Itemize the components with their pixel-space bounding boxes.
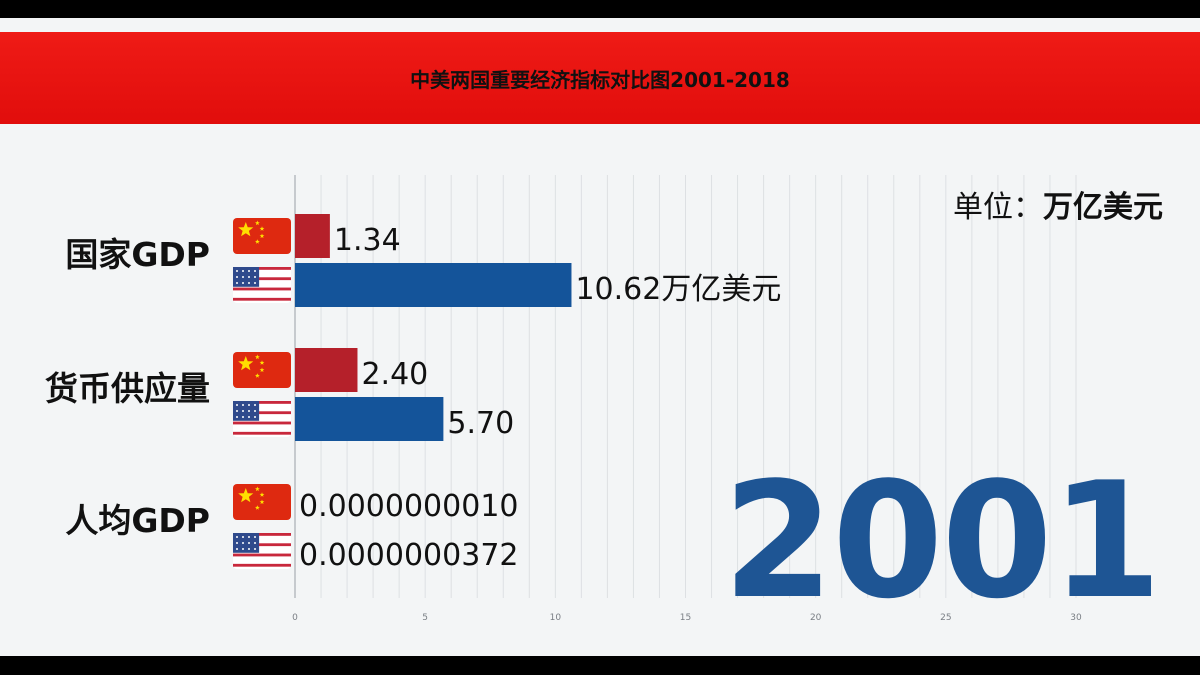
- usa-flag-icon: [233, 267, 291, 303]
- flags: [233, 218, 291, 569]
- unit-value: 万亿美元: [1043, 190, 1163, 225]
- data-label: 0.0000000372: [299, 538, 519, 573]
- usa-flag-icon: [233, 533, 291, 569]
- x-tick-label: 5: [422, 613, 428, 623]
- chart-title: 中美两国重要经济指标对比图2001-2018: [410, 67, 790, 92]
- category-label: 人均GDP: [65, 501, 210, 540]
- grid-lines: [294, 175, 1077, 598]
- bars: [295, 214, 572, 441]
- x-tick-label: 20: [810, 613, 822, 623]
- data-label: 2.40: [361, 357, 428, 392]
- bar: [295, 214, 330, 258]
- bar: [295, 397, 444, 441]
- category-label: 国家GDP: [65, 235, 210, 274]
- bar: [295, 263, 572, 307]
- year-label: 2001: [723, 447, 1160, 634]
- x-tick-label: 30: [1070, 613, 1082, 623]
- value-labels: 1.34 10.62万亿美元 2.40 5.70 0.0000000010 0.00000…: [299, 223, 781, 573]
- data-label: 5.70: [447, 406, 514, 441]
- title-banner: 中美两国重要经济指标对比图2001-2018: [0, 32, 1200, 124]
- bar: [295, 348, 358, 392]
- unit-prefix: 单位：: [953, 190, 1043, 225]
- x-tick-label: 25: [940, 613, 951, 623]
- category-label: 货币供应量: [45, 369, 210, 408]
- usa-flag-icon: [233, 401, 291, 437]
- unit-label: 单位：万亿美元: [953, 190, 1163, 225]
- china-flag-icon: [233, 218, 291, 254]
- chart-background: [0, 18, 1200, 656]
- data-label: 1.34: [334, 223, 401, 258]
- china-flag-icon: [233, 352, 291, 388]
- x-tick-label: 15: [680, 613, 691, 623]
- x-tick-label: 0: [292, 613, 298, 623]
- x-tick-label: 10: [550, 613, 562, 623]
- data-label: 10.62万亿美元: [575, 272, 781, 307]
- data-label: 0.0000000010: [299, 489, 519, 524]
- x-axis-ticks: 0 5 10 15 20 25 30: [292, 613, 1082, 623]
- china-flag-icon: [233, 484, 291, 520]
